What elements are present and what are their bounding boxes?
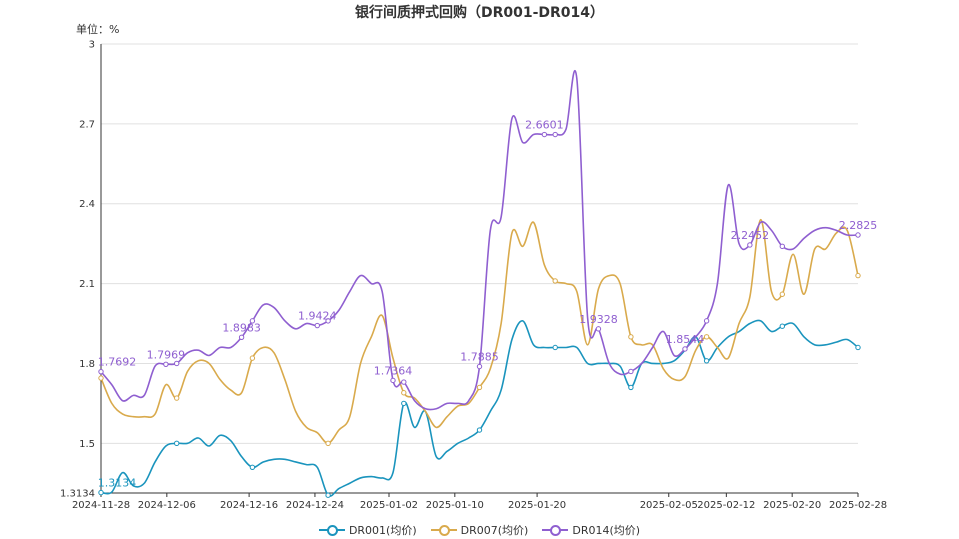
x-tick-label: 2024-11-28 [72, 500, 130, 511]
x-tick-label: 2024-12-06 [138, 500, 196, 511]
data-point[interactable] [779, 323, 785, 329]
legend-item[interactable]: DR001(均价) [318, 522, 417, 538]
x-tick-label: 2025-02-05 [640, 500, 698, 511]
data-labels: 1.3134 1.7692 1.7969 1.8983 1.9424 1.7364 1.78… [98, 119, 878, 490]
data-point[interactable] [174, 395, 180, 401]
data-point[interactable] [249, 355, 256, 361]
data-point[interactable] [476, 427, 483, 433]
x-tick-label: 2025-02-20 [763, 500, 821, 511]
data-label: 2.6601 [525, 119, 564, 132]
y-tick-label: 2.7 [79, 119, 95, 130]
data-point[interactable] [163, 361, 169, 367]
y-tick-label: 2.4 [79, 199, 95, 210]
y-tick-label: 1.5 [79, 439, 95, 450]
data-label: 2.2452 [731, 229, 770, 242]
series-line-DR014(均价)[interactable] [100, 69, 859, 411]
y-tick-label: 1.3134 [60, 489, 95, 500]
data-point[interactable] [703, 318, 710, 324]
data-point[interactable] [238, 334, 245, 340]
data-point[interactable] [552, 278, 558, 284]
data-point[interactable] [325, 492, 331, 498]
data-label: 2.2825 [839, 219, 878, 232]
x-tick-label: 2025-01-20 [508, 500, 566, 511]
data-label: 1.8983 [222, 321, 261, 334]
data-point[interactable] [476, 384, 483, 391]
x-tick-label: 2025-01-02 [360, 500, 418, 511]
series-line-DR007(均价)[interactable] [100, 218, 859, 445]
data-point[interactable] [98, 368, 104, 375]
data-point[interactable] [682, 346, 688, 352]
data-point[interactable] [541, 131, 548, 138]
y-tick-label: 3 [89, 40, 95, 51]
legend-item[interactable]: DR007(均价) [430, 522, 529, 538]
data-point[interactable] [174, 360, 180, 367]
data-point[interactable] [401, 379, 407, 385]
data-label: 1.7692 [98, 356, 137, 369]
data-point[interactable] [855, 272, 861, 279]
data-label: 1.8544 [666, 333, 705, 346]
grid-lines [101, 43, 858, 494]
data-point[interactable] [401, 390, 407, 396]
data-point[interactable] [628, 334, 634, 340]
x-tick-label: 2025-02-28 [829, 500, 887, 511]
data-label: 1.3134 [98, 477, 137, 490]
data-point[interactable] [325, 318, 331, 324]
data-point[interactable] [390, 377, 396, 384]
data-label: 1.7969 [147, 348, 186, 361]
data-point[interactable] [855, 232, 861, 238]
data-label: 1.7364 [374, 364, 413, 377]
data-point[interactable] [855, 344, 861, 351]
data-point[interactable] [314, 322, 320, 329]
legend-line-icon [430, 524, 457, 536]
x-tick-label: 2025-01-10 [426, 500, 484, 511]
data-point[interactable] [476, 363, 483, 370]
data-point[interactable] [552, 131, 558, 138]
data-point[interactable] [174, 440, 180, 447]
y-tick-label: 2.1 [79, 279, 95, 290]
data-point[interactable] [628, 368, 634, 375]
data-point[interactable] [249, 464, 256, 470]
y-tick-label: 1.8 [79, 359, 95, 370]
chart-title: 银行间质押式回购（DR001-DR014） [354, 5, 605, 21]
legend-line-icon [542, 524, 569, 536]
data-point[interactable] [249, 318, 256, 324]
series-lines [98, 69, 861, 498]
data-point[interactable] [628, 384, 634, 391]
legend-label: DR014(均价) [572, 524, 641, 537]
data-label: 1.7885 [460, 351, 499, 364]
chart-legend: DR001(均价) DR007(均价) DR014(均价) [0, 522, 959, 538]
data-point[interactable] [779, 243, 785, 250]
data-point[interactable] [325, 440, 331, 447]
legend-label: DR007(均价) [460, 524, 529, 537]
data-point[interactable] [703, 358, 710, 364]
data-point[interactable] [779, 291, 785, 297]
legend-item[interactable]: DR014(均价) [542, 522, 640, 538]
unit-label: 单位：% [76, 23, 120, 36]
legend-line-icon [318, 524, 345, 536]
data-point[interactable] [595, 326, 602, 332]
x-tick-label: 2024-12-24 [286, 500, 344, 511]
data-point[interactable] [703, 334, 710, 340]
data-point[interactable] [98, 489, 104, 496]
data-point[interactable] [401, 400, 407, 407]
data-label: 1.9424 [298, 310, 337, 323]
data-point[interactable] [552, 344, 558, 351]
axes: 1.3134 1.5 1.8 2.1 2.4 2.7 3 2024-11-28 2024-12-… [60, 40, 887, 512]
x-tick-label: 2024-12-16 [220, 500, 278, 511]
data-label: 1.9328 [579, 313, 618, 326]
data-point[interactable] [747, 242, 753, 248]
series-line-DR001(均价)[interactable] [100, 319, 859, 497]
legend-label: DR001(均价) [348, 524, 417, 537]
data-point[interactable] [98, 375, 104, 381]
x-tick-label: 2025-02-12 [697, 500, 755, 511]
